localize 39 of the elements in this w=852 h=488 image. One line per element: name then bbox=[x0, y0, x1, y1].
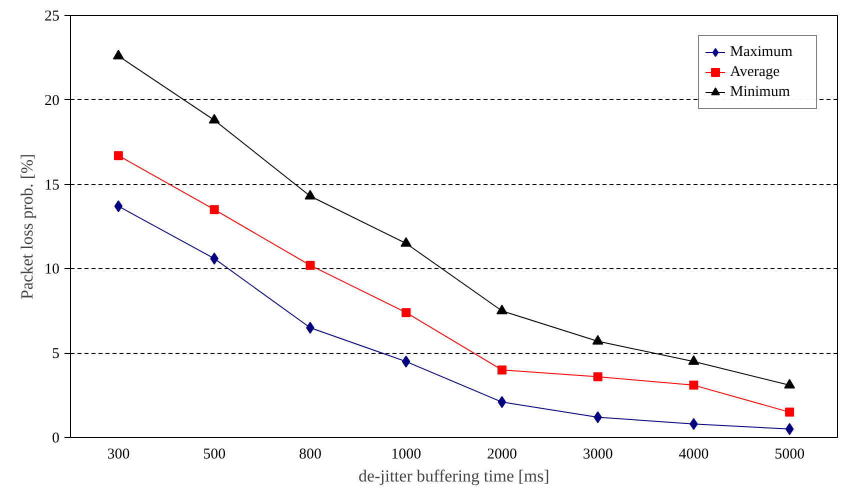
point bbox=[210, 205, 219, 214]
y-axis-title: Packet loss prob. [%] bbox=[18, 154, 36, 300]
point bbox=[114, 200, 123, 212]
legend-label: Minimum bbox=[730, 84, 792, 100]
x-tick-label: 300 bbox=[107, 446, 130, 462]
y-tick-label: 10 bbox=[44, 262, 60, 278]
y-tick-label: 20 bbox=[44, 92, 60, 109]
point bbox=[304, 190, 316, 200]
point bbox=[689, 380, 698, 390]
point bbox=[497, 365, 506, 374]
point bbox=[593, 372, 602, 382]
point bbox=[498, 396, 506, 408]
x-tick-label: 500 bbox=[203, 446, 226, 462]
point bbox=[402, 308, 411, 318]
x-tick-label: 3000 bbox=[582, 446, 613, 462]
point bbox=[784, 378, 796, 389]
point bbox=[402, 356, 410, 368]
point bbox=[112, 50, 124, 60]
x-tick-label: 2000 bbox=[486, 446, 517, 462]
x-tick-label: 5000 bbox=[774, 446, 805, 462]
y-tick-label: 5 bbox=[52, 346, 60, 362]
y-tick-label: 25 bbox=[44, 8, 60, 24]
x-tick-label: 800 bbox=[298, 446, 322, 462]
y-tick-label: 0 bbox=[52, 430, 60, 446]
x-axis-title: de-jitter buffering time [ms] bbox=[358, 466, 550, 486]
point bbox=[496, 304, 508, 314]
point bbox=[688, 355, 700, 365]
point bbox=[785, 423, 794, 436]
point bbox=[785, 408, 794, 417]
legend-label: Average bbox=[730, 64, 781, 80]
point bbox=[306, 260, 315, 270]
point bbox=[208, 114, 220, 124]
legend-label: Maximum bbox=[730, 44, 794, 60]
x-tick-label: 1000 bbox=[391, 446, 422, 462]
x-tick-label: 4000 bbox=[678, 446, 709, 462]
y-tick-label: 15 bbox=[44, 177, 60, 194]
point bbox=[400, 237, 412, 247]
point bbox=[114, 151, 123, 160]
point bbox=[592, 335, 604, 345]
